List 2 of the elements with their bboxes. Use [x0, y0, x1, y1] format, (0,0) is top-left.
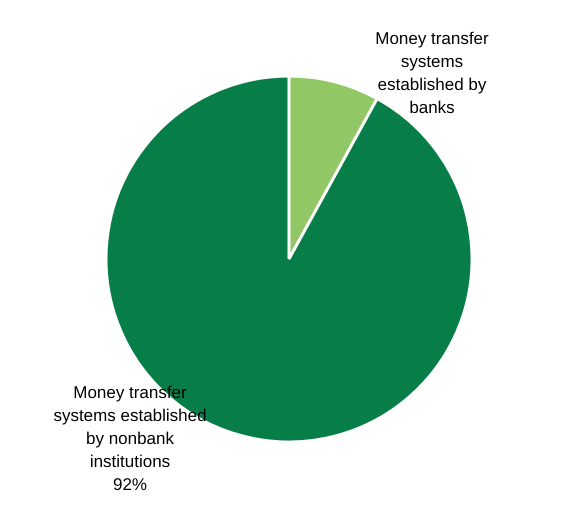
- slice-label: Money transfer systems established by banks: [375, 29, 490, 117]
- data-label: 92%: [112, 475, 148, 494]
